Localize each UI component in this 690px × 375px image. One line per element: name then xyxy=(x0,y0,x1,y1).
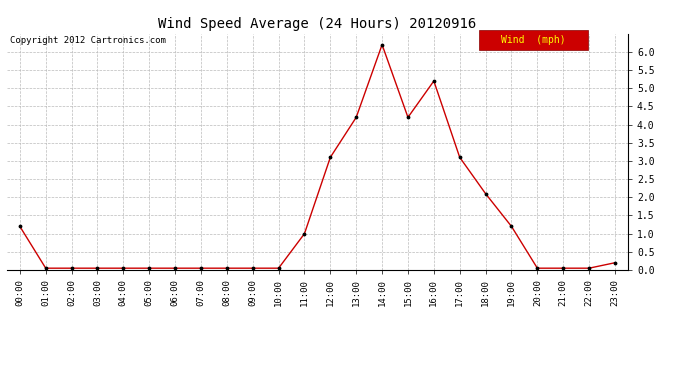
FancyBboxPatch shape xyxy=(479,30,587,50)
Text: Copyright 2012 Cartronics.com: Copyright 2012 Cartronics.com xyxy=(10,36,166,45)
Text: Wind  (mph): Wind (mph) xyxy=(501,35,566,45)
Title: Wind Speed Average (24 Hours) 20120916: Wind Speed Average (24 Hours) 20120916 xyxy=(158,17,477,31)
